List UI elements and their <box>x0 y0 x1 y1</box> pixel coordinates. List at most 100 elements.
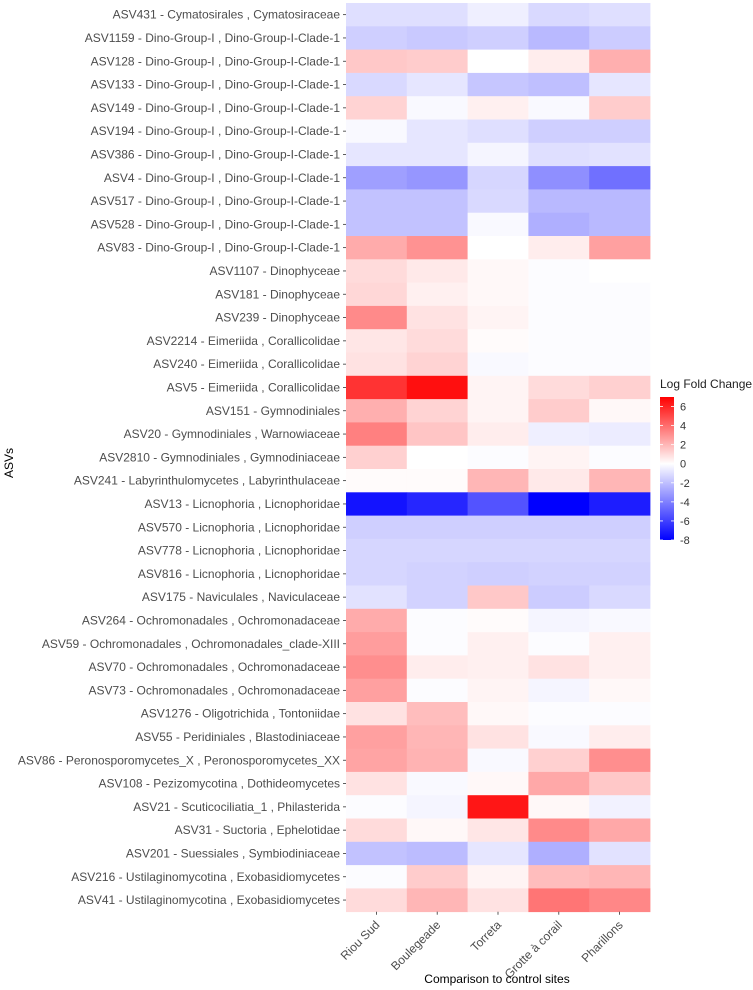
row-label: ASV1159 - Dino-Group-I , Dino-Group-I-Cl… <box>85 31 341 45</box>
heatmap-cell <box>346 282 408 307</box>
heatmap-cell <box>528 329 590 353</box>
row-label: ASV41 - Ustilaginomycotina , Exobasidiom… <box>78 893 340 907</box>
heatmap-cell <box>467 585 529 610</box>
row-label: ASV528 - Dino-Group-I , Dino-Group-I-Cla… <box>91 217 341 231</box>
heatmap-cell <box>528 771 590 796</box>
legend-colorbar <box>660 397 674 540</box>
heatmap-cell <box>589 702 651 726</box>
row-label: ASV133 - Dino-Group-I , Dino-Group-I-Cla… <box>91 78 341 92</box>
heatmap-cell <box>346 142 408 167</box>
heatmap-cell <box>406 702 468 726</box>
heatmap-cell <box>589 725 651 749</box>
heatmap-cell <box>346 96 408 120</box>
heatmap-cell <box>467 352 529 377</box>
heatmap-cell <box>467 189 529 214</box>
heatmap-cell <box>406 282 468 307</box>
row-label: ASV128 - Dino-Group-I , Dino-Group-I-Cla… <box>91 54 341 68</box>
heatmap-cell <box>406 795 468 819</box>
row-label: ASV778 - Licnophoria , Licnophoridae <box>138 544 340 558</box>
heatmap-cell <box>406 236 468 260</box>
heatmap-cell <box>528 702 590 726</box>
heatmap-cell <box>467 142 529 167</box>
heatmap-cell <box>406 96 468 120</box>
heatmap-cell <box>528 818 590 843</box>
heatmap-cells <box>346 3 651 913</box>
heatmap-cell <box>467 771 529 796</box>
heatmap-cell <box>528 352 590 377</box>
heatmap-cell <box>528 422 590 447</box>
heatmap-cell <box>467 515 529 540</box>
heatmap-cell <box>528 841 590 866</box>
heatmap-cell <box>346 305 408 330</box>
x-axis-title: Comparison to control sites <box>424 972 569 986</box>
color-legend: Log Fold Change 6 4 2 0 -2 -4 -6 -8 <box>660 377 752 547</box>
heatmap-cell <box>467 469 529 493</box>
row-label: ASV2214 - Eimeriida , Corallicolidae <box>147 334 341 348</box>
legend-tick-label: 6 <box>680 402 686 414</box>
heatmap-cell <box>346 375 408 400</box>
heatmap-cell <box>346 166 408 190</box>
heatmap-cell <box>346 49 408 74</box>
heatmap-cell <box>467 655 529 680</box>
row-label: ASV55 - Peridiniales , Blastodiniaceae <box>135 730 340 744</box>
row-label: ASV194 - Dino-Group-I , Dino-Group-I-Cla… <box>91 124 341 138</box>
heatmap-cell <box>467 795 529 819</box>
heatmap-cell <box>528 888 590 913</box>
row-label: ASV149 - Dino-Group-I , Dino-Group-I-Cla… <box>91 101 341 115</box>
heatmap-cell <box>406 329 468 353</box>
heatmap-cell <box>406 538 468 563</box>
row-label: ASV21 - Scuticociliatia_1 , Philasterida <box>133 800 340 814</box>
heatmap-cell <box>589 399 651 423</box>
row-label: ASV517 - Dino-Group-I , Dino-Group-I-Cla… <box>91 194 341 208</box>
row-label: ASV216 - Ustilaginomycotina , Exobasidio… <box>71 870 340 884</box>
heatmap-cell <box>406 678 468 703</box>
heatmap-cell <box>589 352 651 377</box>
heatmap-cell <box>467 3 529 27</box>
heatmap-cell <box>528 445 590 470</box>
heatmap-cell <box>589 189 651 214</box>
heatmap-cell <box>589 26 651 50</box>
row-label: ASV59 - Ochromonadales , Ochromonadales_… <box>42 637 340 651</box>
heatmap-cell <box>346 888 408 913</box>
row-label: ASV201 - Suessiales , Symbiodiniaceae <box>126 846 340 860</box>
heatmap-cell <box>528 795 590 819</box>
legend-tick-label: -6 <box>680 516 690 528</box>
heatmap-cell <box>589 492 651 516</box>
heatmap-cell <box>406 632 468 656</box>
heatmap-cell <box>467 608 529 633</box>
heatmap-cell <box>528 142 590 167</box>
heatmap-cell <box>406 841 468 866</box>
heatmap-cell <box>406 399 468 423</box>
heatmap-cell <box>406 259 468 283</box>
heatmap-cell <box>589 236 651 260</box>
heatmap-cell <box>589 795 651 819</box>
heatmap-cell <box>467 888 529 913</box>
heatmap-cell <box>589 329 651 353</box>
heatmap-cell <box>406 305 468 330</box>
heatmap-cell <box>346 212 408 237</box>
heatmap-cell <box>528 562 590 586</box>
heatmap-cell <box>528 585 590 610</box>
heatmap-cell <box>528 189 590 214</box>
row-label: ASV816 - Licnophoria , Licnophoridae <box>138 567 340 581</box>
row-label: ASV86 - Peronosporomycetes_X , Peronospo… <box>18 753 340 767</box>
heatmap-cell <box>528 538 590 563</box>
heatmap-cell <box>467 166 529 190</box>
row-label: ASV5 - Eimeriida , Corallicolidae <box>167 380 341 394</box>
heatmap-cell <box>406 26 468 50</box>
heatmap-cell <box>589 119 651 144</box>
heatmap-cell <box>467 841 529 866</box>
heatmap-cell <box>528 282 590 307</box>
heatmap-cell <box>467 748 529 773</box>
heatmap-cell <box>528 632 590 656</box>
heatmap-cell <box>528 399 590 423</box>
row-label: ASV241 - Labyrinthulomycetes , Labyrinth… <box>74 474 340 488</box>
heatmap-cell <box>528 96 590 120</box>
heatmap-cell <box>467 562 529 586</box>
heatmap-cell <box>406 585 468 610</box>
heatmap-cell <box>528 515 590 540</box>
heatmap-cell <box>346 259 408 283</box>
heatmap-cell <box>406 422 468 447</box>
heatmap-cell <box>467 678 529 703</box>
heatmap-cell <box>467 445 529 470</box>
